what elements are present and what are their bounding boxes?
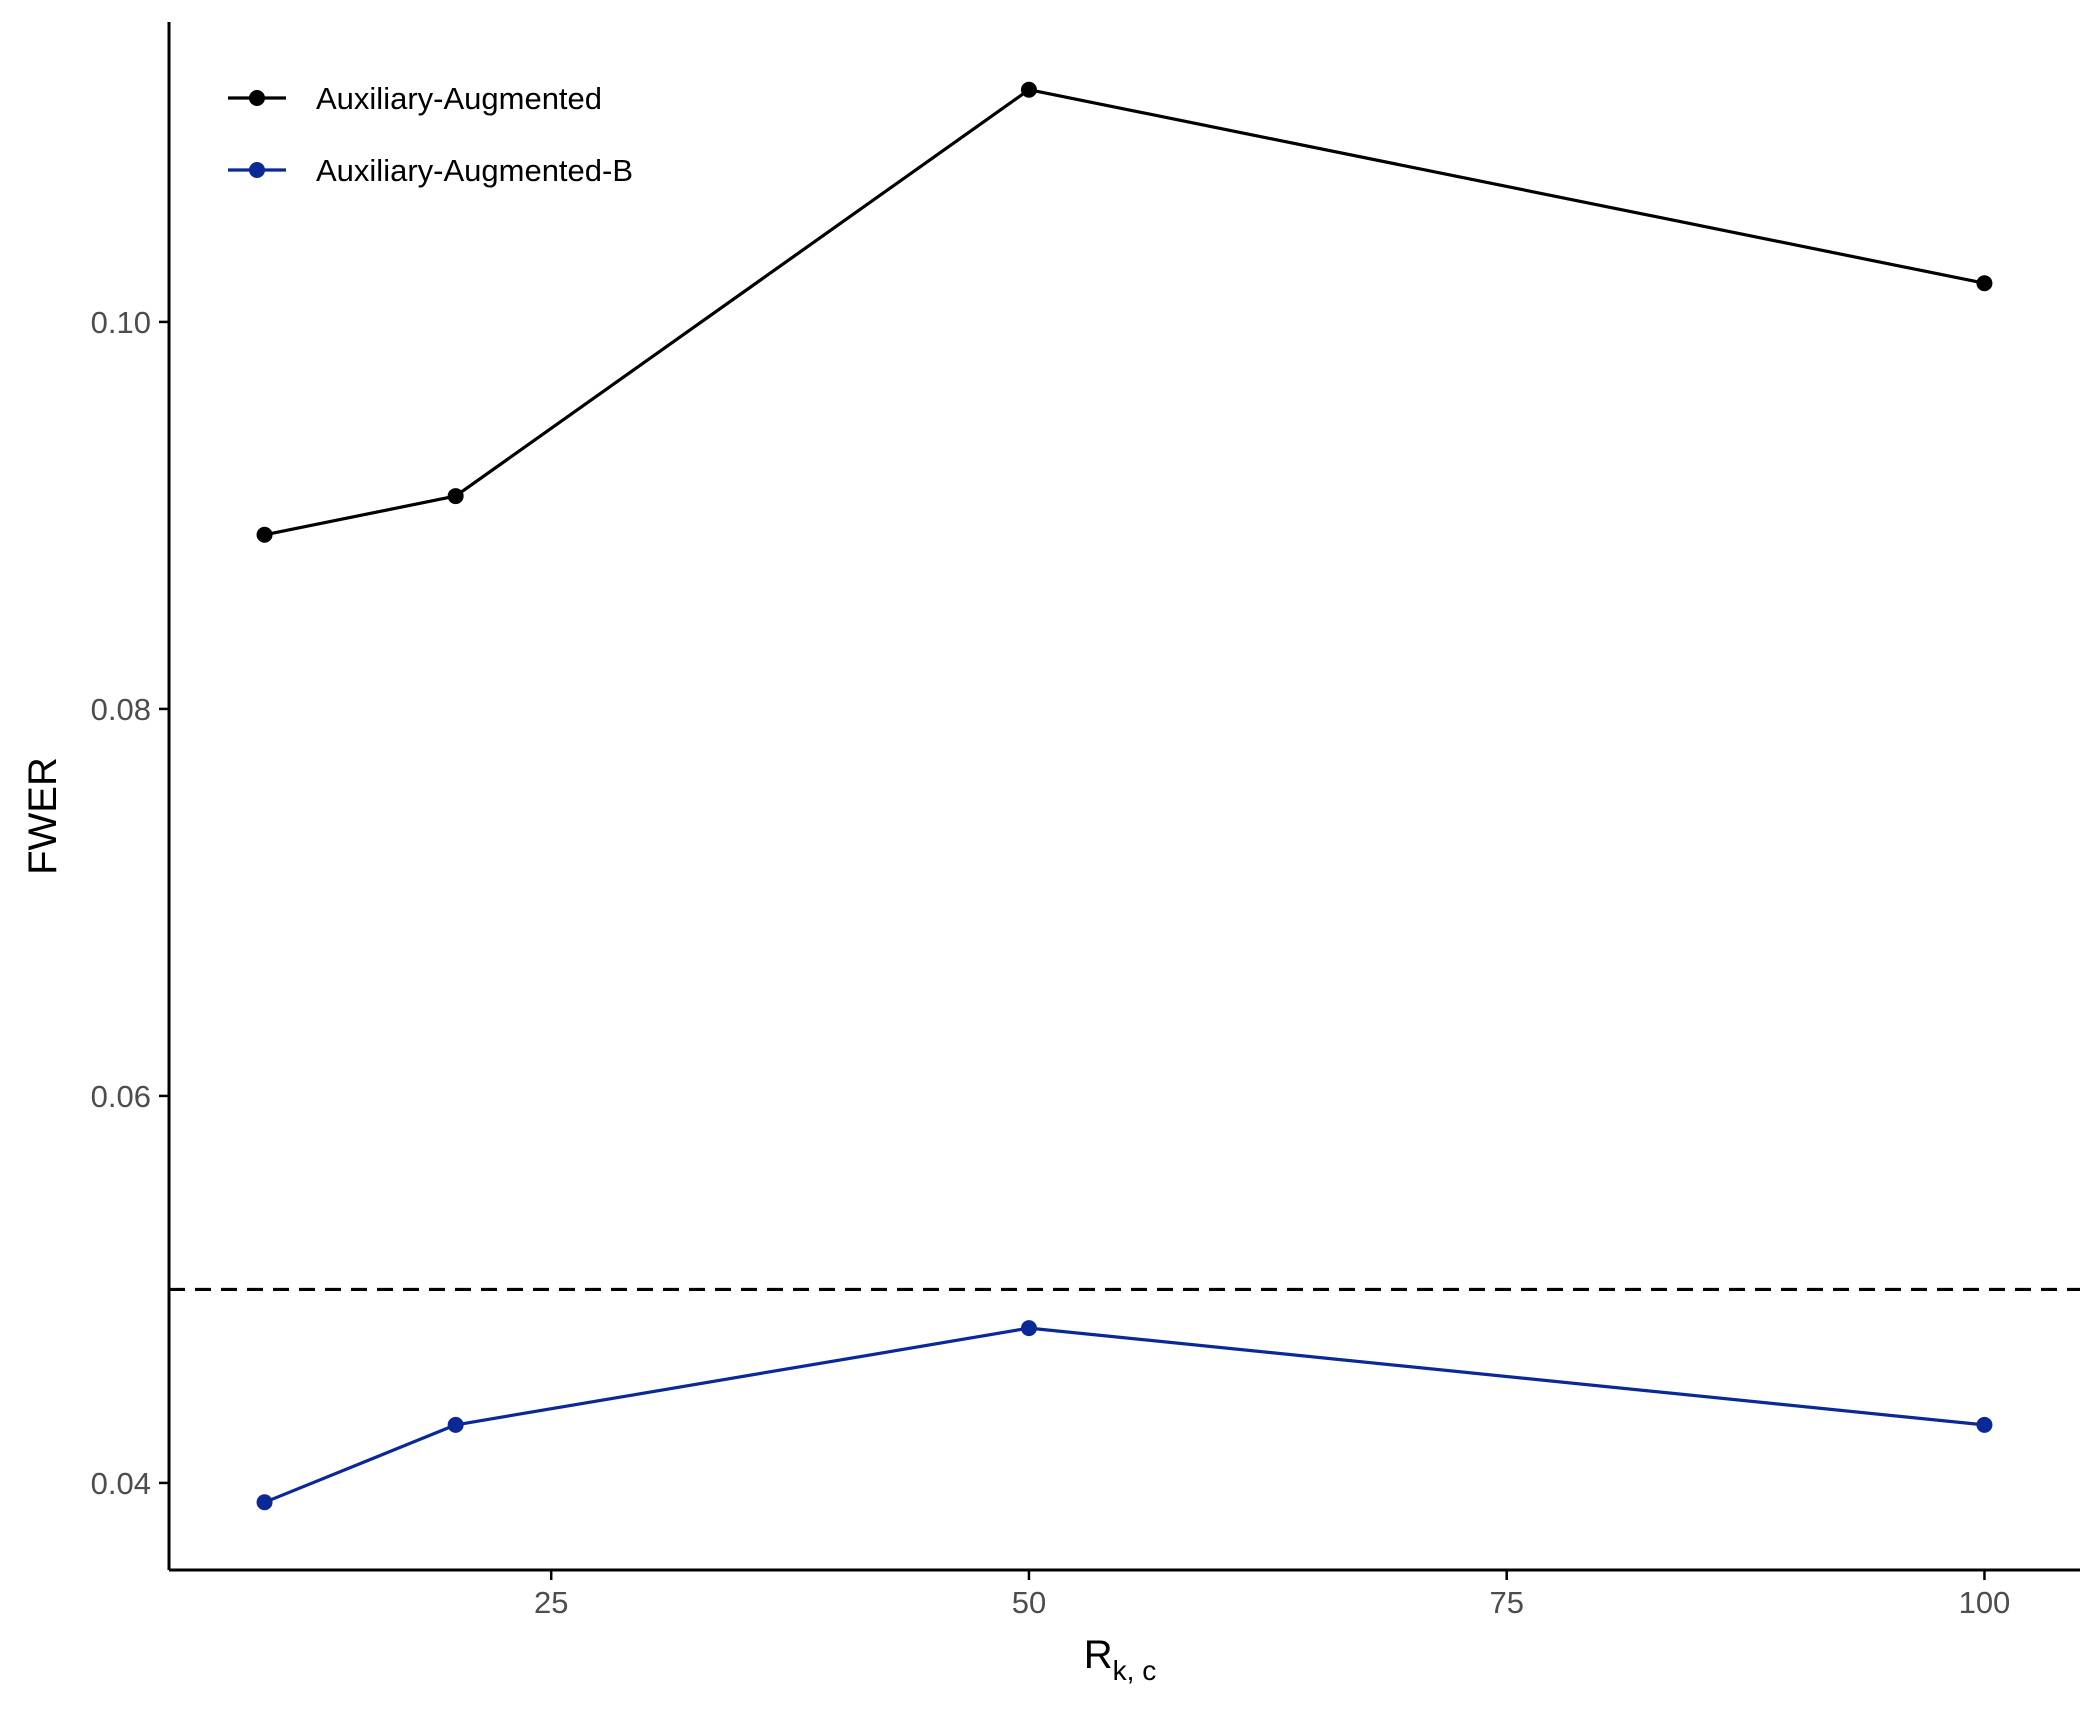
y-tick-label: 0.06	[91, 1079, 151, 1114]
data-point	[447, 1416, 464, 1433]
x-tick-label: 25	[534, 1585, 568, 1620]
legend-label: Auxiliary-Augmented-B	[316, 153, 633, 188]
data-point	[1020, 1320, 1037, 1337]
legend-marker	[249, 90, 265, 106]
data-point	[1020, 81, 1037, 98]
series-line	[264, 88, 1985, 537]
y-tick-label: 0.04	[91, 1466, 151, 1501]
series-layer	[256, 81, 1993, 1511]
y-tick-label: 0.08	[91, 692, 151, 727]
series-2	[256, 1320, 1993, 1511]
y-axis-ticks: 0.04 0.06 0.08 0.10	[91, 305, 169, 1501]
x-tick-label: 100	[1959, 1585, 2011, 1620]
data-point	[447, 488, 464, 505]
series-line	[263, 1326, 1985, 1504]
data-point	[256, 526, 273, 543]
legend-label: Auxiliary-Augmented	[316, 81, 602, 116]
legend-item: Auxiliary-Augmented	[228, 81, 602, 116]
x-tick-label: 50	[1012, 1585, 1046, 1620]
data-point	[256, 1494, 273, 1511]
data-point	[1976, 275, 1993, 292]
x-axis-ticks: 25 50 75 100	[534, 1570, 2010, 1620]
series-1	[256, 81, 1993, 543]
legend-marker	[249, 162, 265, 178]
legend: Auxiliary-Augmented Auxiliary-Augmented-B	[228, 81, 633, 188]
y-tick-label: 0.10	[91, 305, 151, 340]
legend-item: Auxiliary-Augmented-B	[228, 153, 633, 188]
x-axis-title-main: R	[1084, 1633, 1113, 1677]
x-axis-title: Rk, c	[1084, 1633, 1156, 1686]
data-point	[1976, 1416, 1993, 1433]
x-axis-title-subscript: k, c	[1113, 1655, 1157, 1686]
x-tick-label: 75	[1489, 1585, 1523, 1620]
y-axis-title: FWER	[21, 757, 65, 875]
